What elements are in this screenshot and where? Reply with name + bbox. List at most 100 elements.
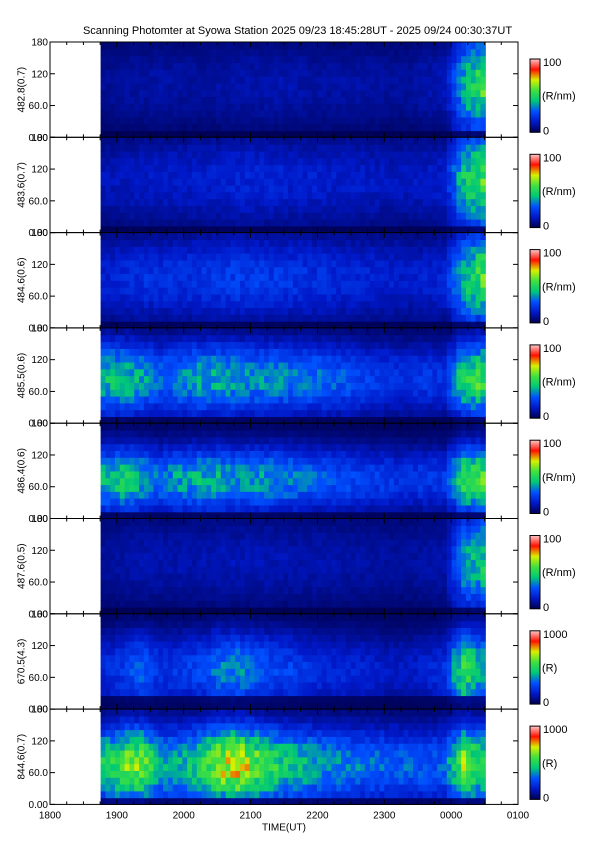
heatmap-cell: [143, 409, 150, 417]
heatmap-cell: [244, 259, 251, 268]
heatmap-cell: [220, 246, 227, 254]
heatmap-cell: [268, 314, 275, 322]
heatmap-cell: [384, 368, 390, 377]
heatmap-cell: [475, 123, 482, 132]
heatmap-cell: [360, 273, 366, 281]
heatmap-cell: [360, 137, 366, 145]
heatmap-cell: [393, 375, 400, 383]
heatmap-cell: [403, 287, 409, 295]
heatmap-cell: [191, 368, 198, 377]
heatmap-cell: [153, 293, 159, 302]
heatmap-cell: [408, 48, 414, 57]
heatmap-cell: [153, 273, 159, 281]
heatmap-cell: [235, 348, 241, 356]
heatmap-cell: [225, 116, 232, 125]
heatmap-cell: [451, 314, 457, 322]
heatmap-cell: [389, 246, 395, 254]
heatmap-cell: [158, 232, 164, 241]
heatmap-cell: [278, 103, 284, 111]
heatmap-cell: [124, 137, 131, 145]
heatmap-cell: [273, 375, 280, 383]
heatmap-cell: [461, 205, 467, 213]
heatmap-cell: [124, 130, 131, 138]
heatmap-cell: [124, 430, 131, 438]
heatmap-cell: [480, 116, 486, 125]
heatmap-cell: [172, 205, 179, 213]
heatmap-cell: [105, 327, 111, 336]
heatmap-cell: [115, 443, 121, 452]
heatmap-cell: [345, 191, 352, 200]
heatmap-cell: [398, 368, 405, 377]
heatmap-cell: [480, 191, 486, 200]
heatmap-cell: [466, 82, 472, 91]
heatmap-cell: [466, 293, 472, 302]
heatmap-cell: [110, 123, 116, 132]
heatmap-cell: [461, 171, 467, 179]
heatmap-cell: [384, 246, 390, 254]
heatmap-cell: [379, 416, 385, 424]
heatmap-cell: [206, 212, 212, 220]
heatmap-cell: [110, 110, 116, 118]
heatmap-cell: [119, 150, 126, 159]
heatmap-cell: [427, 382, 433, 390]
heatmap-cell: [172, 89, 179, 98]
heatmap-cell: [172, 321, 179, 329]
heatmap-cell: [369, 287, 376, 295]
heatmap-cell: [451, 150, 457, 159]
heatmap-cell: [230, 164, 236, 172]
heatmap-cell: [365, 239, 371, 247]
heatmap-cell: [422, 273, 429, 281]
heatmap-cell: [139, 144, 145, 152]
heatmap-cell: [230, 246, 236, 254]
heatmap-cell: [124, 504, 131, 513]
heatmap-cell: [297, 246, 304, 254]
heatmap-cell: [321, 239, 328, 247]
heatmap-cell: [326, 355, 332, 363]
heatmap-cell: [201, 123, 207, 132]
heatmap-cell: [398, 178, 405, 186]
heatmap-cell: [124, 157, 131, 166]
heatmap-cell: [230, 184, 236, 193]
heatmap-cell: [105, 69, 111, 77]
heatmap-cell: [331, 232, 337, 241]
heatmap-cell: [100, 253, 107, 261]
heatmap-cell: [336, 96, 342, 104]
heatmap-cell: [143, 423, 150, 431]
heatmap-cell: [393, 96, 400, 104]
heatmap-cell: [437, 225, 443, 234]
heatmap-cell: [288, 198, 294, 206]
heatmap-cell: [249, 116, 256, 125]
heatmap-cell: [384, 184, 390, 193]
heatmap-cell: [254, 409, 260, 417]
heatmap-cell: [264, 300, 270, 309]
heatmap-cell: [167, 464, 174, 472]
heatmap-cell: [413, 266, 419, 275]
heatmap-cell: [110, 198, 116, 206]
heatmap-cell: [466, 416, 472, 424]
heatmap-cell: [393, 137, 400, 145]
heatmap-cell: [259, 321, 265, 329]
heatmap-cell: [446, 137, 453, 145]
heatmap-cell: [341, 355, 347, 363]
heatmap-cell: [240, 82, 246, 91]
heatmap-cell: [139, 137, 145, 145]
heatmap-cell: [134, 470, 140, 479]
heatmap-cell: [158, 443, 164, 452]
heatmap-cell: [148, 443, 155, 452]
heatmap-cell: [259, 253, 265, 261]
heatmap-cell: [240, 144, 246, 152]
heatmap-cell: [230, 402, 236, 411]
heatmap-cell: [264, 395, 270, 404]
heatmap-cell: [225, 395, 232, 404]
heatmap-cell: [139, 130, 145, 138]
heatmap-cell: [302, 110, 308, 118]
heatmap-cell: [167, 334, 174, 343]
heatmap-cell: [379, 246, 385, 254]
heatmap-cell: [302, 157, 308, 166]
heatmap-cell: [177, 368, 183, 377]
heatmap-cell: [259, 266, 265, 275]
heatmap-cell: [398, 273, 405, 281]
panel-heatmap: [100, 423, 486, 520]
heatmap-cell: [235, 76, 241, 84]
heatmap-cell: [379, 368, 385, 377]
